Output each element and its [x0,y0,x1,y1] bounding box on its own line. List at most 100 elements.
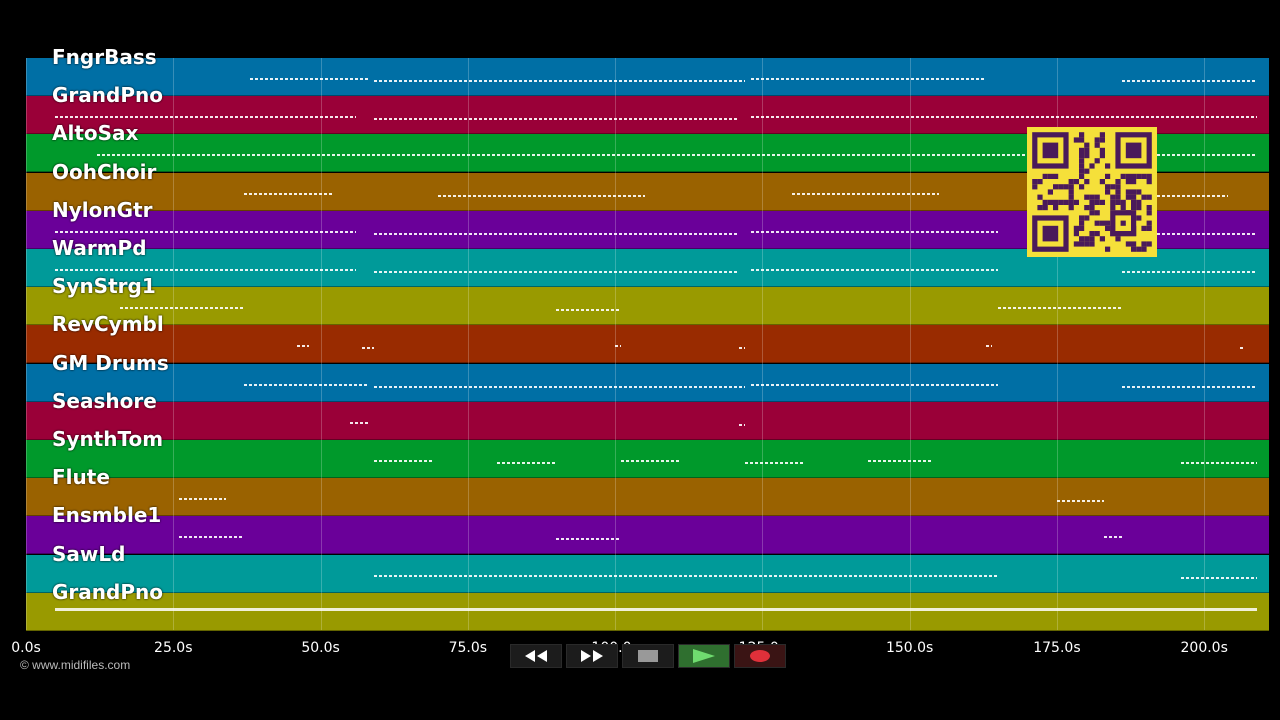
track-label: AltoSax [52,121,139,146]
note-mark [1056,500,1105,503]
note-mark [750,78,987,80]
note-mark [791,192,940,195]
play-button[interactable] [678,644,730,668]
note-mark [373,80,745,82]
note-mark [750,383,998,386]
record-icon [750,650,770,662]
note-mark [738,423,745,426]
track-label: SawLd [52,541,126,566]
track-lane[interactable] [26,440,1269,478]
track-lane[interactable] [26,516,1269,555]
fast-forward-button[interactable] [566,644,618,668]
note-mark [373,271,739,273]
note-mark [998,307,1122,310]
note-mark [1121,271,1258,273]
fast-forward-icon [581,650,603,662]
track-label: Ensmble1 [52,503,162,528]
track-label: GrandPno [52,83,163,108]
time-tick-label: 50.0s [301,640,340,656]
track-label: Seashore [52,388,157,413]
note-mark [438,194,645,197]
note-mark [1121,232,1258,235]
note-mark [620,460,680,462]
track-label: WarmPd [52,236,147,260]
note-mark [497,462,557,464]
note-mark [556,538,621,541]
time-gridline [467,58,469,630]
play-icon [693,649,715,663]
note-mark [556,309,621,312]
note-mark [373,574,998,577]
track-label: SynthTom [52,427,164,451]
time-gridline [1204,58,1206,630]
track-lane[interactable] [26,478,1269,517]
note-mark [55,269,356,271]
time-tick-label: 175.0s [1033,640,1081,656]
rewind-button[interactable] [510,644,562,668]
time-tick-label: 150.0s [885,640,934,656]
note-mark [243,192,333,195]
track-label: FngrBass [52,45,157,69]
note-mark [373,385,745,388]
note-mark [750,230,998,233]
note-mark [750,269,998,271]
track-lane[interactable] [26,592,1269,631]
track-lane[interactable] [26,58,1269,96]
time-gridline [26,58,27,630]
track-lane[interactable] [26,287,1269,326]
copyright-text: © www.midifiles.com [20,658,131,672]
track-label: NylonGtr [52,197,153,222]
time-gridline [320,58,322,630]
note-mark [249,78,368,80]
track-lane[interactable] [26,401,1269,440]
note-mark [1180,462,1258,464]
stop-button[interactable] [622,644,674,668]
track-lane[interactable] [26,363,1269,402]
note-mark [615,345,621,348]
time-tick-label: 200.0s [1180,640,1228,656]
note-mark [373,118,739,121]
note-mark [1121,80,1258,82]
note-mark [1121,194,1228,197]
stop-icon [638,650,658,662]
note-mark [179,498,227,501]
note-mark [243,383,368,386]
track-lane[interactable] [26,554,1269,593]
note-mark [373,460,433,462]
track-label: GM Drums [52,350,169,375]
note-mark [55,116,356,119]
track-label: Flute [52,465,110,490]
time-gridline [173,58,175,630]
transport-controls [510,644,786,668]
note-mark [744,462,804,464]
rewind-icon [525,650,547,662]
note-mark [361,347,374,350]
time-gridline [1056,58,1058,630]
note-mark [296,345,309,348]
note-mark [1121,385,1258,388]
note-mark [350,421,368,424]
note-mark [738,347,745,350]
qr-code [1027,127,1157,257]
time-tick-label: 25.0s [154,640,193,656]
note-mark [179,536,244,539]
record-button[interactable] [734,644,786,668]
note-mark [55,607,1258,611]
note-mark [1104,536,1122,539]
track-label: OohChoir [52,159,157,184]
note-mark [868,460,934,462]
note-mark [120,307,244,310]
note-mark [986,345,993,348]
time-gridline [762,58,764,630]
note-mark [1180,576,1258,579]
track-label: GrandPno [52,579,163,604]
note-mark [55,230,356,233]
time-gridline [615,58,617,630]
note-mark [96,154,1258,157]
time-gridline [909,58,911,630]
track-label: SynStrg1 [52,274,156,299]
note-mark [1239,347,1246,350]
note-mark [373,232,739,235]
track-lane[interactable] [26,325,1269,364]
time-tick-label: 75.0s [448,640,488,656]
